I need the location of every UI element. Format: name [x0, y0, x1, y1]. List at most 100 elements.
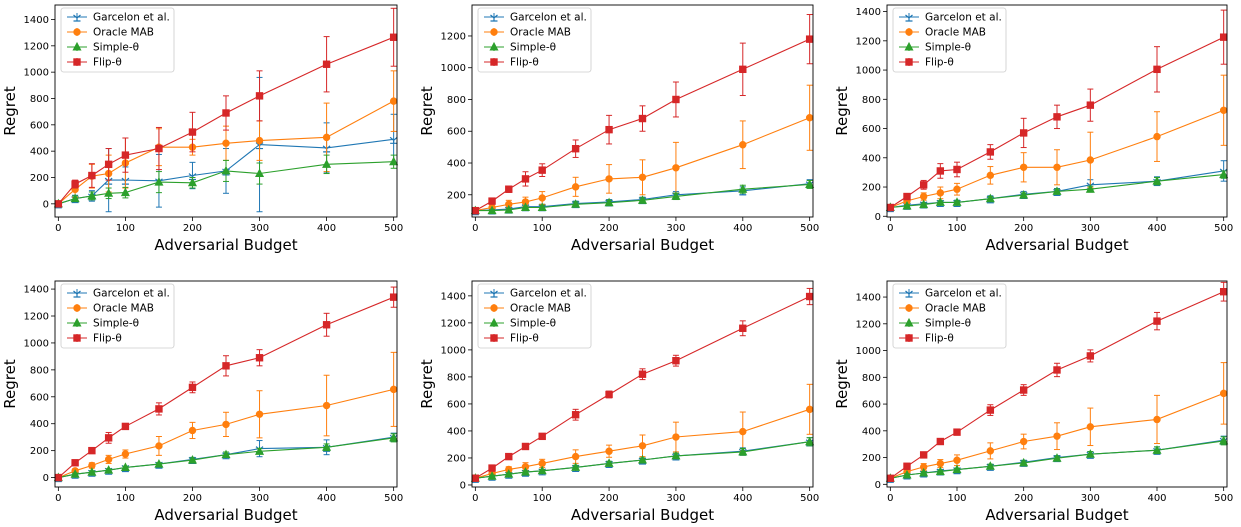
legend-label: Garcelon et al. [510, 288, 587, 300]
y-tick-label: 1400 [856, 7, 881, 18]
y-tick-label: 1000 [24, 68, 49, 79]
x-axis-label: Adversarial Budget [154, 506, 297, 524]
x-axis-label: Adversarial Budget [571, 506, 714, 524]
legend-label: Oracle MAB [510, 303, 571, 315]
subplot-4: 0 100 200 300 400 500 0 200 400 600 800 1000 1200 140… [1, 280, 403, 524]
y-tick-label: 200 [862, 183, 881, 194]
data-point [1019, 457, 1029, 467]
data-point [805, 114, 814, 122]
legend-marker [905, 290, 913, 298]
data-point [154, 459, 164, 468]
series-3 [53, 432, 399, 482]
y-axis-label: Regret [833, 359, 851, 409]
y-tick-label: 0 [43, 473, 49, 484]
data-point [222, 362, 230, 370]
data-point [71, 180, 79, 188]
y-tick-label: 800 [862, 95, 881, 106]
data-point [54, 200, 63, 208]
data-point [187, 177, 198, 187]
data-point [87, 190, 97, 200]
data-point [222, 109, 230, 117]
legend-marker [72, 41, 82, 51]
legend-label: Simple-θ [925, 318, 971, 330]
data-point [571, 452, 580, 461]
y-tick-label: 200 [862, 453, 881, 464]
y-tick-label: 1200 [856, 319, 881, 330]
legend-marker [490, 290, 498, 298]
data-point [739, 141, 747, 149]
legend-marker [489, 41, 499, 51]
data-point [605, 175, 613, 183]
data-point [322, 159, 332, 168]
subplot-1: 0 100 200 300 400 500 0 200 400 600 800 1000 1200 140… [1, 4, 403, 254]
legend-label: Garcelon et al. [93, 12, 170, 24]
data-point [638, 370, 647, 378]
legend-marker [73, 334, 81, 342]
y-tick-label: 0 [43, 199, 49, 210]
legend-box [477, 283, 592, 349]
data-point [322, 401, 331, 410]
data-point [537, 465, 547, 475]
data-point [605, 125, 613, 134]
legend-marker [73, 290, 81, 298]
data-point [671, 450, 681, 460]
data-point [571, 411, 580, 419]
data-point [322, 133, 331, 142]
data-point [520, 202, 531, 211]
legend: Garcelon et al. Oracle MAB Simple-θ Flip-θ [892, 283, 1007, 349]
data-point [121, 450, 130, 458]
y-tick-label: 400 [447, 159, 466, 170]
x-tick-label: 200 [1014, 493, 1033, 504]
data-point [521, 175, 530, 183]
data-point [952, 197, 962, 206]
data-point [389, 97, 398, 105]
data-point [953, 165, 961, 174]
legend-label: Oracle MAB [93, 27, 154, 39]
legend-marker [490, 334, 498, 342]
legend-label: Simple-θ [93, 318, 139, 330]
data-point [487, 471, 497, 480]
data-point [505, 452, 513, 461]
data-point [1086, 423, 1095, 431]
x-tick-label: 200 [183, 223, 202, 234]
data-point [604, 197, 614, 207]
x-tick-label: 0 [55, 493, 61, 504]
data-point [936, 189, 945, 197]
series-4 [471, 14, 814, 215]
plot-frame [886, 4, 1228, 218]
x-tick-label: 200 [1014, 223, 1033, 234]
series-2 [54, 351, 398, 482]
data-point [154, 177, 164, 186]
data-point [322, 442, 332, 451]
legend-label: Simple-θ [510, 318, 556, 330]
data-point [1219, 435, 1229, 445]
y-tick-label: 1400 [24, 15, 49, 26]
y-tick-label: 1200 [24, 41, 49, 52]
data-point [805, 35, 814, 43]
data-point [389, 33, 398, 41]
y-tick-label: 400 [447, 426, 466, 437]
x-tick-label: 300 [250, 493, 269, 504]
x-tick-label: 300 [666, 223, 685, 234]
data-point [672, 356, 680, 365]
x-tick-label: 400 [1147, 493, 1166, 504]
data-point [255, 136, 264, 145]
y-tick-label: 400 [30, 419, 49, 430]
legend-marker [73, 28, 81, 36]
data-point [488, 464, 496, 472]
data-point [521, 442, 530, 451]
data-point [504, 469, 514, 478]
legend: Garcelon et al. Oracle MAB Simple-θ Flip-θ [477, 283, 592, 349]
data-point [1019, 189, 1029, 199]
data-point [155, 405, 163, 413]
y-tick-label: 1200 [856, 36, 881, 47]
data-point [1053, 432, 1061, 440]
y-tick-label: 1000 [441, 345, 466, 356]
data-point [935, 466, 945, 476]
data-point [222, 139, 230, 147]
x-tick-label: 0 [55, 223, 61, 234]
legend-marker [490, 58, 498, 66]
legend-marker [490, 28, 498, 36]
plot-frame [886, 280, 1228, 488]
y-tick-label: 400 [862, 153, 881, 164]
